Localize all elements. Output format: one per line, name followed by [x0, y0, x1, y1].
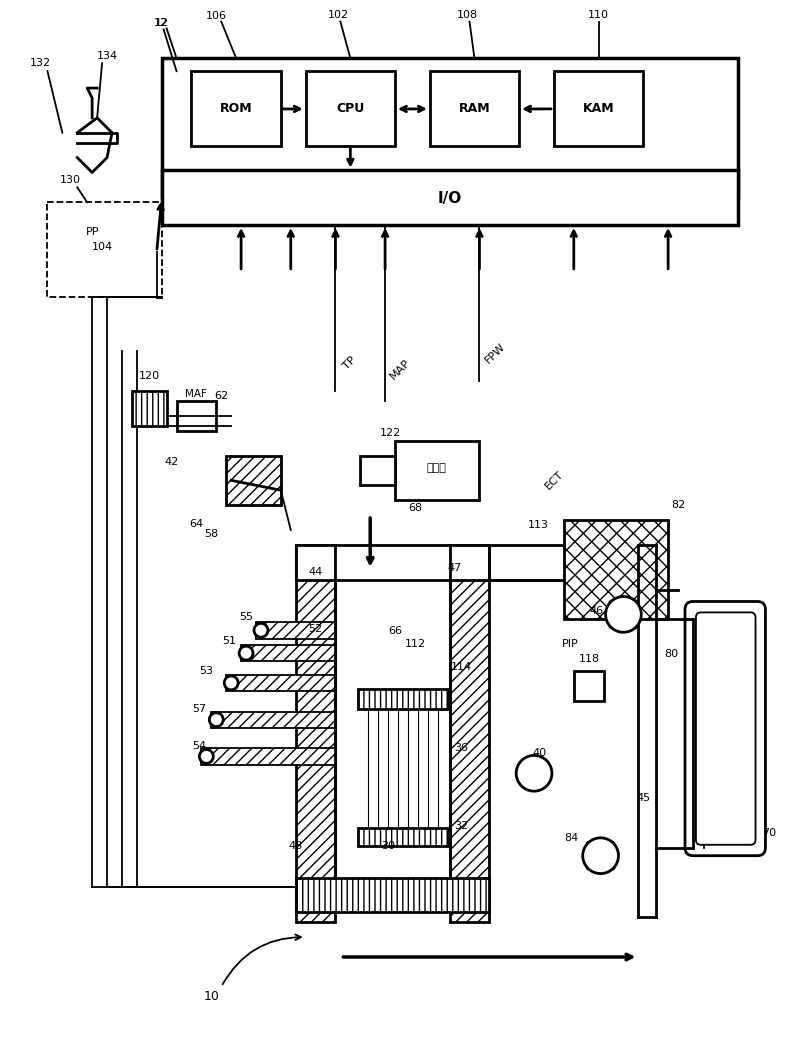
Bar [162, 171, 738, 225]
Text: FPW: FPW [483, 341, 507, 365]
Text: 47: 47 [447, 562, 462, 573]
Text: 12: 12 [154, 18, 169, 27]
Bar [360, 456, 395, 485]
Bar [296, 544, 490, 579]
Text: MAF: MAF [186, 389, 207, 399]
Bar [256, 622, 335, 639]
Bar [306, 71, 395, 146]
Text: 118: 118 [578, 654, 600, 664]
Text: 36: 36 [454, 744, 469, 753]
Bar [226, 456, 281, 505]
Bar [450, 544, 490, 922]
Text: 30: 30 [381, 841, 395, 850]
Text: 53: 53 [199, 666, 214, 676]
Bar [191, 71, 281, 146]
Text: ECT: ECT [542, 469, 565, 492]
Bar [296, 878, 490, 913]
Text: 84: 84 [565, 832, 578, 843]
Text: 112: 112 [404, 639, 426, 649]
Text: 54: 54 [192, 742, 206, 751]
Text: 12: 12 [154, 18, 168, 27]
FancyBboxPatch shape [696, 612, 755, 845]
Bar [574, 671, 603, 701]
Text: 57: 57 [192, 704, 206, 714]
Text: 113: 113 [528, 520, 549, 530]
Text: PIP: PIP [562, 639, 578, 649]
Text: 122: 122 [379, 427, 401, 438]
Text: 48: 48 [289, 841, 303, 850]
Bar [162, 58, 738, 197]
Text: 32: 32 [454, 821, 469, 831]
Text: 64: 64 [190, 519, 203, 529]
Text: 132: 132 [30, 58, 51, 69]
Text: CPU: CPU [336, 102, 365, 115]
Text: 102: 102 [328, 9, 349, 20]
Text: 45: 45 [636, 793, 650, 803]
Text: I/O: I/O [438, 191, 462, 206]
Bar [211, 712, 335, 728]
FancyBboxPatch shape [685, 601, 766, 856]
Circle shape [224, 676, 238, 690]
Text: 10: 10 [203, 991, 219, 1003]
Text: 70: 70 [762, 828, 777, 838]
Bar [358, 828, 448, 846]
Circle shape [199, 749, 214, 764]
Text: 55: 55 [239, 612, 253, 622]
Bar [564, 520, 668, 619]
Text: TP: TP [341, 354, 358, 371]
Bar [554, 71, 643, 146]
Circle shape [582, 838, 618, 874]
Text: 52: 52 [309, 625, 322, 634]
Text: KAM: KAM [582, 102, 614, 115]
Text: 46: 46 [590, 607, 603, 616]
Text: 66: 66 [388, 627, 402, 636]
Circle shape [516, 755, 552, 791]
Circle shape [239, 646, 253, 660]
Text: 80: 80 [664, 649, 678, 659]
Text: 114: 114 [451, 663, 472, 672]
Text: 104: 104 [91, 242, 113, 252]
Text: MAP: MAP [388, 357, 412, 381]
Text: 82: 82 [671, 500, 685, 511]
Text: ROM: ROM [220, 102, 253, 115]
Text: 134: 134 [97, 52, 118, 61]
Text: 106: 106 [206, 11, 226, 21]
Text: 120: 120 [139, 371, 160, 381]
Bar [241, 646, 335, 661]
Text: 44: 44 [309, 567, 322, 577]
Bar [430, 71, 519, 146]
Text: 40: 40 [532, 748, 546, 759]
Text: 42: 42 [165, 458, 178, 467]
Circle shape [210, 713, 223, 727]
Circle shape [606, 596, 642, 632]
Text: PP: PP [86, 227, 99, 237]
Bar [226, 675, 335, 691]
Text: 130: 130 [60, 175, 81, 186]
Bar [358, 689, 448, 709]
Text: 驱动器: 驱动器 [427, 463, 446, 474]
Text: 108: 108 [457, 9, 478, 20]
Text: 110: 110 [588, 9, 609, 20]
Text: 51: 51 [222, 636, 236, 647]
Bar [177, 401, 216, 430]
Bar [132, 391, 166, 426]
Text: 58: 58 [204, 529, 218, 539]
Bar [202, 748, 335, 765]
Text: 62: 62 [214, 391, 228, 401]
Bar [395, 441, 479, 500]
Circle shape [254, 624, 268, 637]
Text: RAM: RAM [458, 102, 490, 115]
Bar [296, 544, 335, 922]
Text: 68: 68 [408, 503, 422, 513]
Bar [47, 203, 162, 296]
